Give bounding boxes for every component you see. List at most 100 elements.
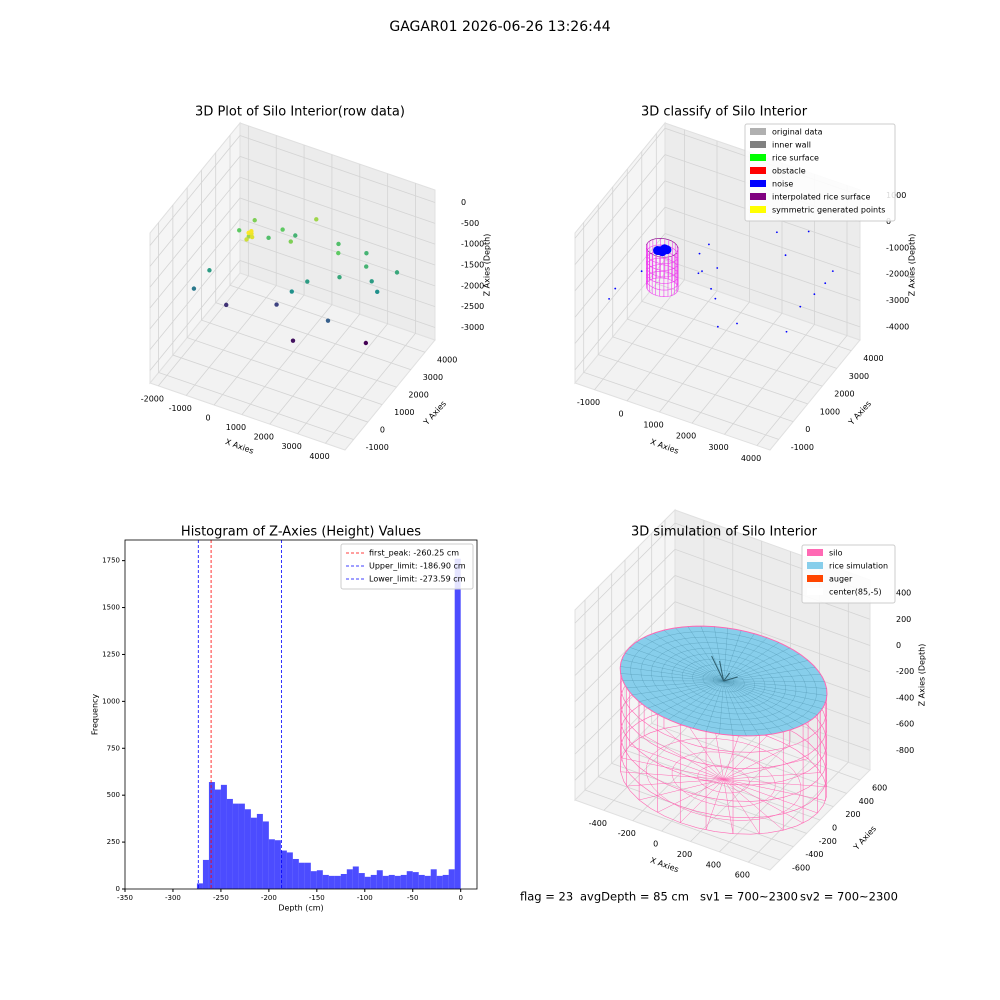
footer-text: sv2 = 700~2300 bbox=[800, 890, 898, 904]
histogram-bar bbox=[406, 871, 413, 889]
data-point bbox=[249, 229, 254, 234]
rice-mesh bbox=[620, 673, 724, 682]
grid-line bbox=[158, 125, 249, 387]
z-tick-label: 1000 bbox=[886, 191, 906, 200]
y-tick-label: 4000 bbox=[437, 356, 457, 365]
noise-point bbox=[708, 243, 710, 246]
legend-label: obstacle bbox=[772, 167, 806, 176]
rice-mesh bbox=[620, 666, 724, 682]
rice-mesh bbox=[723, 680, 784, 733]
rice-mesh bbox=[629, 647, 724, 682]
x-tick-label: 0 bbox=[458, 894, 462, 902]
histogram-bar bbox=[274, 840, 281, 889]
rice-mesh bbox=[723, 680, 812, 721]
rice-mesh bbox=[644, 637, 724, 682]
y-tick-label: -200 bbox=[819, 837, 837, 846]
z-tick-label: -2000 bbox=[886, 270, 909, 279]
x-tick-label: 0 bbox=[653, 840, 658, 849]
x-tick-label: 200 bbox=[677, 850, 692, 859]
legend-label: silo bbox=[829, 549, 843, 558]
z-tick-label: -600 bbox=[896, 720, 914, 729]
histogram-bar bbox=[430, 869, 437, 889]
histogram-bar bbox=[256, 813, 263, 889]
z-tick-label: -500 bbox=[461, 219, 479, 228]
x-tick-label: 4000 bbox=[741, 454, 761, 463]
z-axis-label: Z Axies (Depth) bbox=[908, 234, 917, 297]
grid-line bbox=[297, 173, 389, 434]
histogram-bar bbox=[262, 821, 269, 889]
x-tick-label: 600 bbox=[735, 871, 750, 880]
y-tick-label: 600 bbox=[872, 784, 887, 793]
rice-mesh bbox=[723, 642, 779, 682]
auger bbox=[723, 676, 738, 682]
data-point bbox=[207, 268, 212, 273]
histogram-bar bbox=[364, 876, 371, 889]
z-tick-label: -800 bbox=[896, 746, 914, 755]
histogram-bar bbox=[358, 873, 365, 889]
z-tick-label: -3000 bbox=[461, 323, 484, 332]
grid-line bbox=[574, 206, 861, 318]
rice-mesh bbox=[668, 680, 724, 720]
legend-label: inner wall bbox=[772, 141, 811, 150]
rice-mesh bbox=[621, 659, 724, 682]
x-tick-label: -150 bbox=[309, 894, 325, 902]
rice-mesh bbox=[723, 660, 809, 682]
grid-line bbox=[215, 152, 411, 371]
noise-point bbox=[785, 330, 788, 333]
histogram-bar bbox=[346, 869, 353, 889]
histogram-bar bbox=[286, 852, 293, 889]
y-tick-label: -600 bbox=[792, 864, 810, 873]
grid-line bbox=[612, 186, 808, 405]
silo-floor-ring bbox=[646, 737, 802, 821]
noise-point bbox=[716, 267, 719, 269]
grid-line bbox=[574, 601, 871, 703]
rice-mesh bbox=[663, 630, 724, 682]
legend-label: Upper_limit: -186.90 cm bbox=[369, 562, 466, 571]
rice-mesh bbox=[723, 680, 794, 729]
y-tick-label: 0 bbox=[116, 885, 120, 893]
y-tick-label: 400 bbox=[859, 797, 874, 806]
rice-mesh bbox=[692, 680, 724, 729]
data-point bbox=[288, 239, 293, 244]
histogram-bar bbox=[328, 875, 335, 889]
rice-mesh bbox=[723, 680, 772, 735]
legend-swatch bbox=[750, 141, 766, 148]
grid-line bbox=[229, 135, 426, 353]
rice-mesh bbox=[723, 628, 728, 682]
rice-mesh bbox=[723, 680, 818, 715]
data-point bbox=[290, 338, 296, 343]
rice-mesh bbox=[723, 653, 800, 682]
z-axis-label: Z Axies (Depth) bbox=[483, 234, 492, 297]
z-tick-label: -3000 bbox=[886, 296, 909, 305]
chart-title: 3D Plot of Silo Interior(row data) bbox=[195, 105, 405, 120]
noise-point bbox=[775, 231, 778, 234]
noise-point bbox=[698, 252, 701, 255]
noise-point bbox=[784, 254, 787, 257]
x-tick-label: -2000 bbox=[141, 394, 164, 403]
histogram-bar bbox=[340, 873, 347, 889]
legend-box bbox=[744, 123, 896, 222]
y-axis-label: Frequency bbox=[91, 694, 100, 736]
histogram-bar bbox=[196, 883, 203, 889]
x-tick-label: 3000 bbox=[708, 443, 728, 452]
data-point bbox=[336, 250, 341, 256]
grid-line bbox=[626, 169, 823, 387]
x-tick-label: 1000 bbox=[226, 423, 246, 432]
histogram-bar bbox=[334, 875, 341, 889]
grid-line bbox=[637, 546, 834, 808]
y-tick-label: -1000 bbox=[366, 443, 389, 452]
grid-line bbox=[584, 600, 781, 861]
histogram-bar bbox=[268, 839, 275, 889]
rice-mesh bbox=[723, 680, 734, 736]
noise-point bbox=[799, 305, 802, 308]
grid-line bbox=[185, 135, 277, 396]
rice-mesh bbox=[723, 680, 804, 725]
data-point bbox=[336, 241, 341, 247]
data-point bbox=[289, 289, 294, 294]
grid-line bbox=[149, 155, 436, 267]
grid-line bbox=[574, 575, 871, 676]
histogram-bar bbox=[304, 862, 311, 889]
grid-line bbox=[186, 187, 383, 405]
rice-mesh bbox=[723, 666, 816, 682]
histogram-bar bbox=[226, 798, 233, 889]
